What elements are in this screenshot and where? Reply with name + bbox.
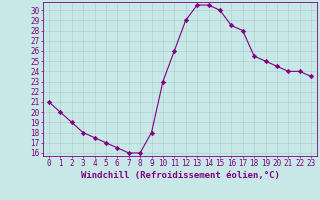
- X-axis label: Windchill (Refroidissement éolien,°C): Windchill (Refroidissement éolien,°C): [81, 171, 279, 180]
